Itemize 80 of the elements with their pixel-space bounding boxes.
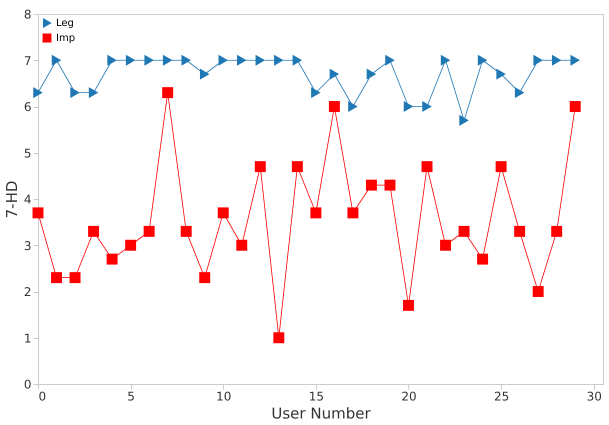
y-tick-label: 5	[24, 146, 32, 160]
point	[126, 54, 136, 66]
point	[144, 54, 154, 66]
point	[328, 101, 340, 112]
y-axis-title: 7-HD	[2, 180, 21, 218]
point	[384, 180, 396, 191]
point	[570, 54, 580, 66]
point	[218, 54, 228, 66]
point	[348, 101, 358, 112]
point	[180, 226, 192, 237]
point	[310, 207, 322, 218]
point	[181, 54, 191, 66]
point	[218, 207, 229, 218]
point	[440, 54, 450, 66]
point	[33, 87, 43, 98]
point	[551, 226, 562, 237]
point	[311, 87, 321, 98]
point	[32, 207, 44, 218]
point	[292, 54, 302, 66]
point	[404, 101, 414, 112]
point	[347, 207, 358, 218]
y-tick-label: 4	[24, 192, 32, 206]
y-tick-label: 1	[24, 331, 32, 346]
point	[88, 87, 98, 98]
point	[200, 68, 210, 80]
point	[496, 161, 507, 172]
x-tick-label: 10	[216, 390, 232, 404]
point	[256, 54, 266, 66]
point	[532, 286, 544, 297]
point	[458, 226, 470, 237]
y-tick-label: 7	[24, 54, 32, 68]
y-tick-label: 0	[24, 378, 32, 392]
y-tick-label: 6	[24, 100, 32, 114]
point	[70, 87, 80, 98]
point	[366, 180, 377, 191]
point	[107, 54, 117, 66]
point	[274, 54, 284, 66]
point	[478, 54, 488, 66]
point	[254, 161, 266, 172]
x-tick-label: 0	[38, 390, 46, 404]
point	[477, 254, 488, 265]
point	[570, 101, 581, 112]
point	[106, 254, 118, 265]
point	[552, 54, 562, 66]
point	[199, 272, 210, 284]
x-axis-title: User Number	[271, 404, 372, 422]
point	[403, 300, 414, 311]
point	[459, 114, 469, 126]
x-tick-label: 30	[586, 390, 602, 404]
point	[237, 54, 247, 66]
x-tick-label: 5	[127, 390, 135, 404]
x-tick-label: 15	[308, 390, 324, 404]
point	[88, 226, 100, 237]
point	[236, 240, 248, 251]
y-tick-label: 8	[24, 8, 32, 22]
x-tick-label: 25	[494, 390, 510, 404]
point	[162, 54, 172, 66]
point	[514, 87, 524, 98]
point	[496, 68, 506, 80]
point	[330, 68, 340, 80]
y-tick-label: 3	[24, 238, 32, 253]
point	[162, 87, 174, 98]
point	[70, 272, 81, 284]
point	[422, 101, 432, 112]
point	[292, 161, 303, 172]
legend-label: Leg	[56, 18, 74, 29]
point	[52, 54, 62, 66]
legend-label: Imp	[56, 33, 76, 44]
point	[440, 240, 452, 251]
point	[273, 332, 284, 344]
point	[385, 54, 395, 66]
point	[125, 240, 136, 251]
point	[422, 161, 432, 172]
point	[51, 272, 62, 284]
point	[366, 68, 376, 80]
point	[533, 54, 543, 66]
point	[514, 226, 526, 237]
x-tick-label: 20	[401, 390, 417, 404]
y-tick-label: 2	[24, 285, 32, 299]
point	[144, 226, 155, 237]
